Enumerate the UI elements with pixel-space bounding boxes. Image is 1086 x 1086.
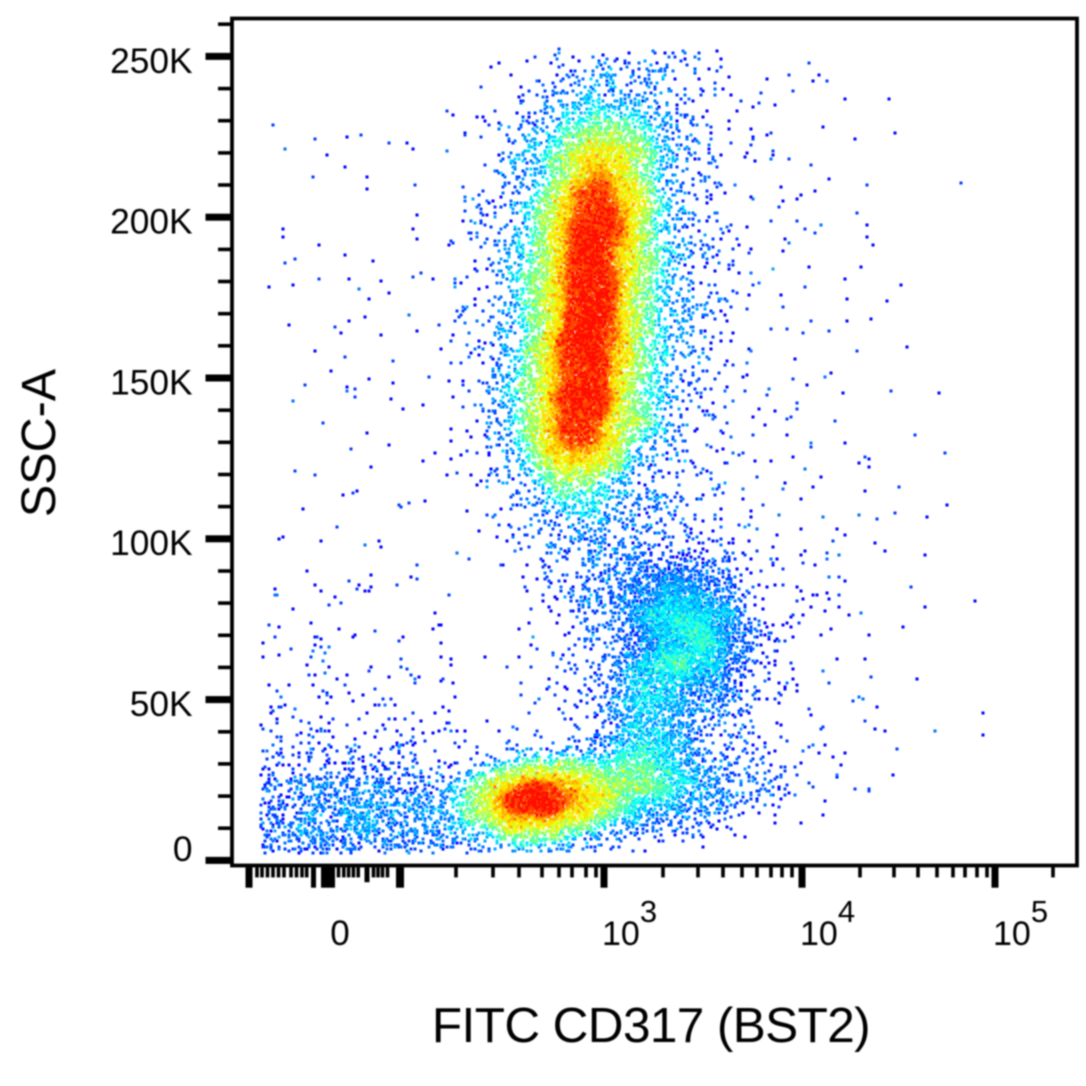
svg-text:FITC CD317 (BST2): FITC CD317 (BST2): [432, 998, 870, 1053]
svg-text:100K: 100K: [110, 524, 193, 563]
svg-text:0: 0: [173, 830, 193, 869]
svg-text:50K: 50K: [130, 685, 193, 724]
svg-text:250K: 250K: [110, 42, 193, 81]
svg-text:200K: 200K: [110, 203, 193, 242]
svg-text:150K: 150K: [110, 363, 193, 402]
svg-text:SSC-A: SSC-A: [12, 368, 66, 517]
svg-text:0: 0: [330, 914, 349, 953]
